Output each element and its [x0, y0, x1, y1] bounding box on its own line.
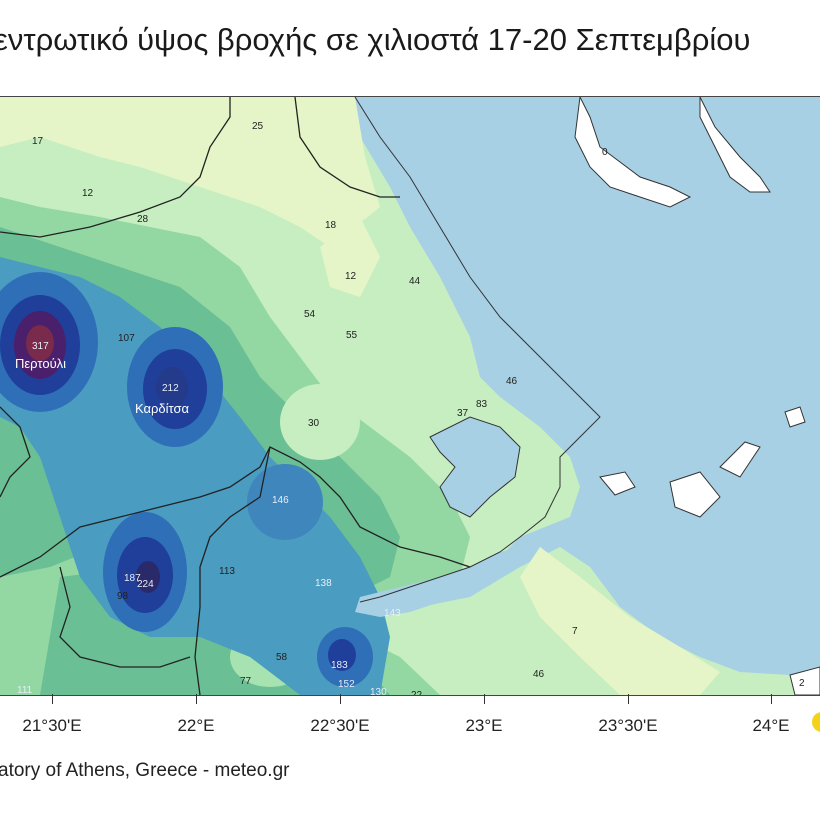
station-value: 22 [411, 690, 423, 695]
station-value: 55 [346, 330, 358, 341]
zone-low-chalkidiki-west [320, 217, 380, 297]
station-value: 44 [409, 276, 421, 287]
axis-tick [52, 694, 53, 704]
station-value: 7 [572, 626, 578, 637]
axis-tick [484, 694, 485, 704]
skopelos [669, 471, 721, 518]
maliakos-gulf [355, 547, 520, 617]
station-value: 46 [533, 669, 545, 680]
station-value: 54 [304, 309, 316, 320]
zone-high [0, 257, 390, 695]
station-value: 98 [117, 591, 129, 602]
kassandra [574, 97, 692, 208]
map-title: εντρωτικό ύψος βροχής σε χιλιοστά 17-20 … [0, 22, 751, 57]
credit-text: atory of Athens, Greece - meteo.gr [0, 760, 290, 781]
alonissos [719, 441, 761, 478]
station-value: 12 [345, 271, 357, 282]
zone-sw-3 [136, 561, 160, 593]
logo-sun-icon [812, 712, 820, 732]
station-value: 58 [276, 652, 288, 663]
station-value: 107 [118, 333, 135, 344]
rainfall-map-svg: 17 25 12 28 18 12 44 54 55 107 317 212 3… [0, 97, 820, 695]
axis-tick-label: 21°30'E [22, 716, 82, 735]
station-value: 152 [338, 679, 355, 690]
station-value: 212 [162, 383, 179, 394]
station-value: 143 [384, 608, 401, 619]
zone-pocket-30 [280, 384, 360, 460]
station-value: 130 [370, 687, 387, 695]
axis-tick-label: 22°E [177, 716, 215, 735]
longitude-axis: 21°30'E 22°E 22°30'E 23°E 23°30'E 24°E [0, 694, 820, 754]
station-value: 25 [252, 121, 264, 132]
station-value: 113 [219, 566, 235, 577]
place-label-karditsa: Καρδίτσα [135, 401, 190, 416]
station-value: 187 [124, 573, 141, 584]
station-value: 2 [799, 678, 805, 689]
station-value: 0 [602, 147, 608, 158]
zone-low-evia [520, 547, 720, 695]
axis-tick-label: 23°30'E [598, 716, 658, 735]
station-value: 317 [32, 341, 49, 352]
station-value: 138 [315, 578, 332, 589]
axis-tick-label: 22°30'E [310, 716, 370, 735]
station-value: 30 [308, 418, 320, 429]
place-label-pertouli: Περτούλι [15, 356, 66, 371]
axis-tick-label: 24°E [752, 716, 790, 735]
rainfall-map: 17 25 12 28 18 12 44 54 55 107 317 212 3… [0, 96, 820, 696]
station-value: 46 [506, 376, 518, 387]
zone-low-north [0, 97, 380, 247]
coastline [354, 97, 601, 603]
zone-146 [247, 464, 323, 540]
station-value: 28 [137, 214, 149, 225]
station-value: 77 [240, 676, 252, 687]
station-value: 17 [32, 136, 44, 147]
station-value: 37 [457, 408, 469, 419]
prefecture-borders [0, 97, 471, 695]
axis-tick [196, 694, 197, 704]
axis-tick [771, 694, 772, 704]
islet-east [784, 406, 806, 428]
station-value: 18 [325, 220, 337, 231]
station-values: 17 25 12 28 18 12 44 54 55 107 317 212 3… [17, 121, 805, 695]
evia-tip [789, 666, 820, 695]
axis-tick [340, 694, 341, 704]
station-value: 111 [17, 685, 33, 695]
station-value: 83 [476, 399, 488, 410]
skiathos [599, 471, 636, 496]
sithonia [699, 97, 771, 193]
zone-183-2 [328, 639, 356, 671]
station-value: 224 [137, 579, 154, 590]
axis-tick-label: 23°E [465, 716, 503, 735]
station-value: 12 [82, 188, 94, 199]
station-value: 146 [272, 495, 289, 506]
axis-tick [628, 694, 629, 704]
zone-karditsa-3 [156, 367, 188, 407]
pagasetic-gulf [430, 417, 520, 517]
north-sea-area [355, 97, 820, 517]
station-value: 183 [331, 660, 348, 671]
zone-pertouli-4 [26, 325, 54, 361]
